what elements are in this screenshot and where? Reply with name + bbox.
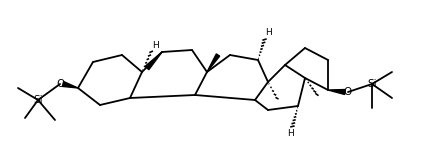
Text: O: O xyxy=(344,87,352,97)
Text: H: H xyxy=(264,28,271,37)
Text: Si: Si xyxy=(367,79,377,89)
Polygon shape xyxy=(207,54,220,72)
Text: H: H xyxy=(287,128,293,137)
Text: H: H xyxy=(152,41,158,49)
Polygon shape xyxy=(328,89,345,94)
Text: Si: Si xyxy=(33,95,43,105)
Polygon shape xyxy=(145,52,162,70)
Polygon shape xyxy=(62,82,78,88)
Text: O: O xyxy=(56,79,64,89)
